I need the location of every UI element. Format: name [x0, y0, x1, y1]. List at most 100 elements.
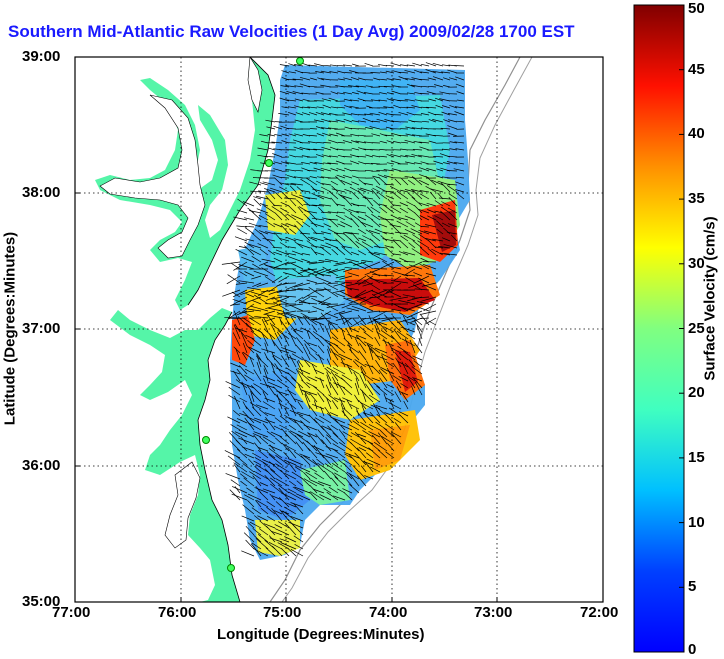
velocity-vector: [329, 381, 339, 396]
velocity-vector: [272, 340, 283, 354]
velocity-vector: [396, 190, 409, 200]
velocity-vector: [229, 440, 241, 452]
velocity-vector: [344, 167, 353, 172]
velocity-vector: [316, 106, 325, 109]
velocity-vector: [286, 183, 297, 186]
velocity-vector: [295, 465, 311, 473]
velocity-vector: [245, 238, 255, 242]
velocity-vector: [448, 211, 458, 221]
velocity-vector: [427, 239, 437, 249]
velocity-vector: [421, 106, 430, 109]
velocity-vector: [230, 303, 241, 306]
velocity-vector: [250, 384, 262, 396]
velocity-vector: [279, 424, 290, 431]
velocity-vector: [301, 112, 311, 116]
velocity-vector: [255, 404, 269, 410]
velocity-vector: [413, 319, 423, 333]
velocity-vector: [386, 282, 402, 293]
velocity-vector: [288, 133, 297, 137]
velocity-vector: [259, 482, 269, 487]
velocity-vector: [349, 238, 360, 249]
velocity-vector: [344, 477, 353, 487]
velocity-vector: [420, 310, 437, 315]
velocity-vector: [234, 236, 248, 242]
velocity-vector: [393, 275, 402, 282]
velocity-vector: [260, 289, 276, 293]
velocity-vector: [360, 261, 374, 270]
velocity-vector: [353, 261, 367, 266]
velocity-vector: [298, 301, 318, 305]
velocity-vector: [453, 161, 465, 165]
velocity-vector: [443, 253, 458, 256]
velocity-vector: [280, 207, 290, 214]
velocity-vector: [356, 211, 367, 214]
velocity-vector: [364, 268, 381, 276]
velocity-vector: [227, 274, 241, 284]
velocity-vector: [260, 507, 269, 515]
velocity-vector: [435, 246, 444, 249]
velocity-vector: [343, 463, 353, 473]
velocity-vector: [329, 412, 339, 417]
velocity-vector: [354, 338, 360, 347]
station-delaware: [265, 159, 273, 167]
velocity-vector: [239, 310, 255, 314]
velocity-vector: [256, 208, 269, 214]
velocity-vector: [304, 392, 311, 403]
velocity-vector: [406, 83, 416, 88]
velocity-vector: [323, 282, 339, 291]
velocity-vector: [274, 437, 283, 445]
velocity-vector: [356, 295, 374, 305]
velocity-vector: [368, 251, 381, 256]
velocity-vector: [316, 133, 325, 137]
velocity-vector: [331, 188, 346, 193]
velocity-vector: [419, 263, 430, 270]
colorbar-tick-label: 25: [688, 319, 705, 337]
velocity-vector: [347, 272, 360, 277]
velocity-vector: [412, 234, 423, 242]
velocity-vector: [351, 170, 360, 172]
velocity-vector: [345, 282, 360, 287]
velocity-vector: [246, 487, 255, 494]
velocity-vector: [264, 155, 276, 158]
velocity-vector: [371, 133, 381, 137]
velocity-vector: [417, 240, 430, 249]
velocity-vector: [245, 405, 255, 417]
velocity-vector: [225, 473, 241, 480]
velocity-vector: [278, 113, 290, 116]
velocity-vector: [283, 272, 297, 277]
velocity-vector: [312, 385, 325, 396]
velocity-vector: [396, 386, 402, 396]
velocity-vector: [296, 433, 311, 445]
velocity-vector: [269, 444, 276, 452]
velocity-vector: [330, 457, 339, 466]
velocity-vector: [327, 127, 339, 130]
velocity-vector: [274, 524, 283, 529]
velocity-vector: [307, 432, 318, 445]
velocity-vector: [335, 176, 346, 186]
velocity-vector: [379, 140, 388, 144]
velocity-vector: [237, 198, 248, 207]
velocity-vector: [331, 471, 339, 480]
velocity-vector: [297, 368, 311, 375]
velocity-vector: [280, 469, 290, 480]
velocity-vector: [261, 267, 276, 277]
velocity-vector: [303, 455, 318, 466]
velocity-vector: [344, 215, 353, 221]
velocity-vector: [302, 315, 311, 326]
velocity-vector: [419, 190, 430, 193]
velocity-vector: [434, 200, 444, 207]
velocity-vector: [447, 113, 458, 116]
velocity-vector: [245, 322, 255, 333]
velocity-vector: [239, 365, 248, 375]
velocity-vector: [235, 248, 248, 256]
velocity-vector: [346, 296, 360, 300]
velocity-vector: [322, 266, 339, 277]
velocity-vector: [233, 370, 241, 382]
velocity-vector: [245, 225, 255, 228]
velocity-vector: [383, 388, 395, 396]
velocity-vector: [275, 463, 290, 473]
velocity-vector: [370, 252, 388, 263]
velocity-vector: [332, 351, 346, 361]
velocity-vector: [328, 97, 339, 102]
